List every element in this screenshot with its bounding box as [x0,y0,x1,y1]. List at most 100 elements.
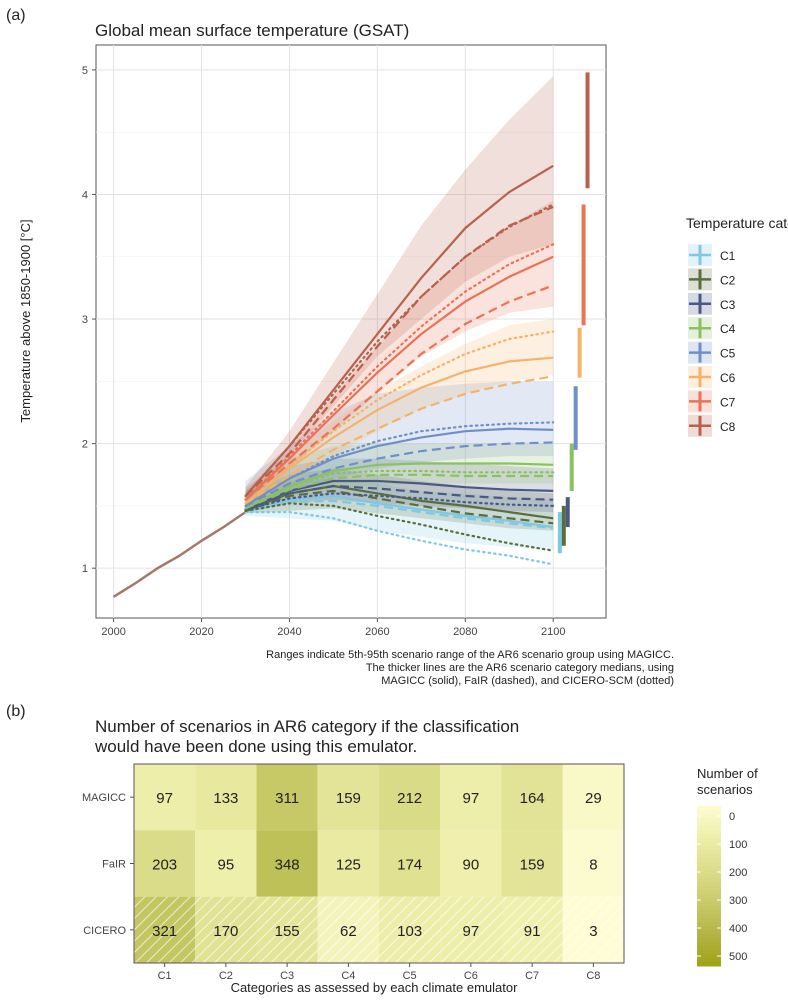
colorbar-step [697,814,721,819]
legend-label-c8: C8 [720,420,736,434]
line-magicc-c8 [244,164,554,497]
colorbar-step [697,938,721,943]
x-tick-label: 2100 [541,626,565,638]
y-tick-label: 2 [82,439,88,451]
heatmap-value: 3 [589,923,597,940]
heatmap-cell [379,830,441,897]
colorbar-step [697,886,721,891]
colorbar-label: 300 [729,895,747,907]
heatmap-value: 8 [589,857,597,874]
colorbar-step [697,806,721,811]
colorbar-step [697,954,721,959]
colorbar-step [697,838,721,843]
x-tick-label: 2080 [453,626,477,638]
colorbar-step [697,946,721,951]
legend-label-c2: C2 [720,273,736,287]
panel-label-a: (a) [6,7,26,24]
y-tick-label: 3 [82,314,88,326]
legend-label-c1: C1 [720,249,736,263]
panel-label-b: (b) [6,703,26,720]
colorbar-step [697,842,721,847]
col-label: C1 [158,970,172,982]
heatmap-hatch [317,896,379,963]
colorbar-step [697,846,721,851]
colorbar-step [697,894,721,899]
chart-a-caption-line-1: Ranges indicate 5th-95th scenario range … [266,649,674,661]
heatmap-value: 97 [463,923,480,940]
line-fair-c7 [244,284,554,501]
line-fair-c6 [244,375,554,505]
colorbar-step [697,950,721,955]
heatmap-cell [379,764,441,831]
line-cicero-c2 [244,502,555,552]
x-tick-label: 2000 [101,626,125,638]
colorbar-step [697,930,721,935]
colorbar-step [697,826,721,831]
line-cicero-c4 [244,469,555,510]
x-tick-label: 2040 [277,626,301,638]
line-fair-c1 [245,499,554,530]
line-magicc-c5 [244,427,554,507]
y-tick-label: 5 [82,65,88,77]
row-label: MAGICC [82,792,126,804]
line-fair-c8 [244,205,554,497]
col-label: C5 [403,970,417,982]
chart-b-title-line-1: Number of scenarios in AR6 category if t… [95,717,519,736]
heatmap-cell [134,830,196,897]
band-c6 [245,319,554,506]
line-fair-c2 [245,489,554,525]
heatmap-value: 91 [524,923,541,940]
heatmap-value: 321 [152,923,177,940]
band-c4 [245,443,554,510]
chart-a-ylabel: Temperature above 1850-1900 [°C] [18,219,33,422]
legend-label-c6: C6 [720,371,736,385]
heatmap-value: 159 [520,857,545,874]
heatmap-value: 103 [397,923,422,940]
heatmap-hatch [562,896,624,963]
colorbar-step [697,902,721,907]
chart-b-xlabel: Categories as assessed by each climate e… [231,980,519,995]
colorbar-step [697,918,721,923]
colorbar-label: 100 [729,839,747,851]
heatmap-value: 164 [520,790,545,807]
colorbar-step [697,942,721,947]
heatmap-hatch [501,896,563,963]
heatmap-cell [317,830,379,897]
y-tick-label: 1 [82,563,88,575]
heatmap-value: 95 [218,857,235,874]
row-label: FaIR [102,859,126,871]
heatmap-cell [501,764,563,831]
legend-label-c4: C4 [720,322,736,336]
heatmap-value: 203 [152,857,177,874]
heatmap-value: 90 [463,857,480,874]
heatmap-cell [256,830,318,897]
colorbar-step [697,810,721,815]
heatmap-cell [501,830,563,897]
chart-a-caption-line-3: MAGICC (solid), FaIR (dashed), and CICER… [381,675,674,687]
colorbar-step [697,898,721,903]
legend-label-c3: C3 [720,298,736,312]
heatmap-value: 125 [336,857,361,874]
heatmap-value: 133 [213,790,238,807]
heatmap-value: 174 [397,857,422,874]
colorbar-step [697,914,721,919]
col-label: C7 [525,970,539,982]
chart-a-title: Global mean surface temperature (GSAT) [95,21,409,40]
chart-a: 2000 2020 2040 2060 2080 2100 1 2 3 4 5 C1 C2 C3 C4 C5 C… [82,44,736,638]
heatmap-cell [562,830,624,897]
line-cicero-c7 [244,243,555,501]
colorbar-step [697,910,721,915]
chart-b-title-line-2: would have been done using this emulator… [94,737,417,756]
history-fair-line [113,511,247,598]
colorbar-step [697,818,721,823]
colorbar-step [697,870,721,875]
heatmap-value: 29 [585,790,602,807]
heatmap-value: 155 [275,923,300,940]
line-cicero-c6 [244,330,555,505]
colorbar-label: 200 [729,867,747,879]
col-label: C6 [464,970,478,982]
chart-a-caption-line-2: The thicker lines are the AR6 scenario c… [366,662,674,674]
heatmap-value: 170 [213,923,238,940]
